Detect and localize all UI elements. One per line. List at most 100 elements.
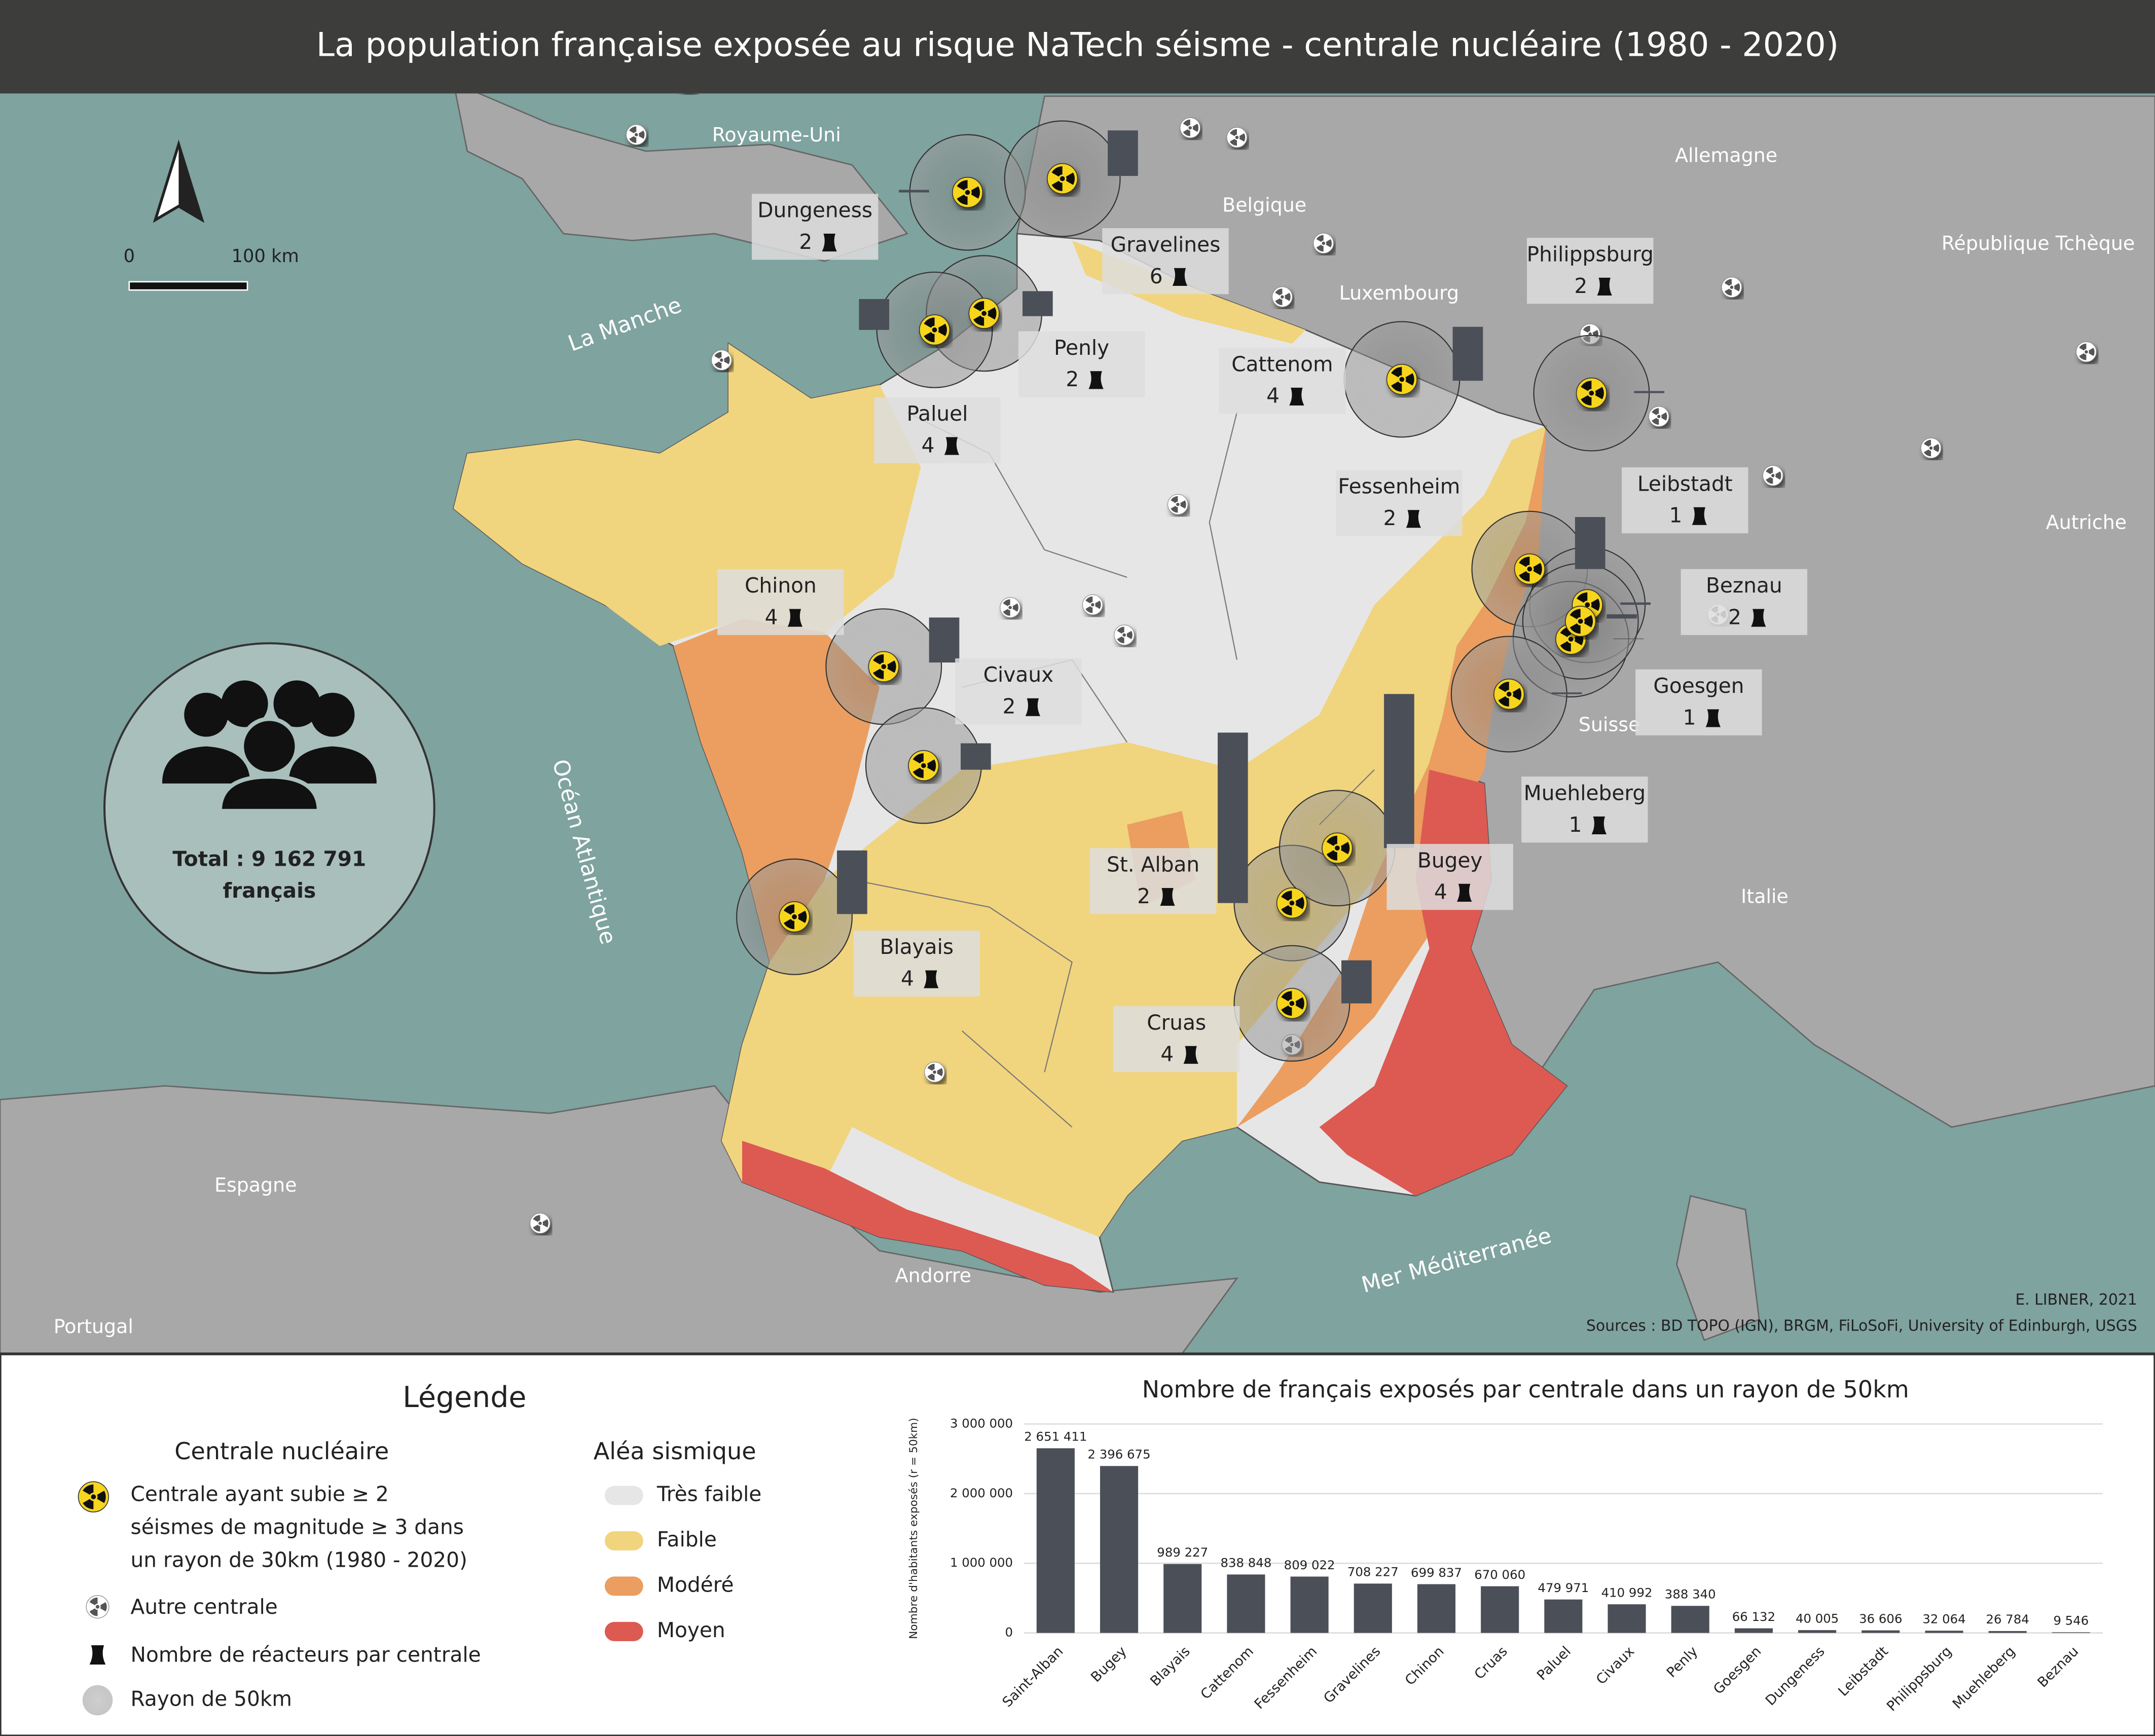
y-tick-label: 1 000 000 bbox=[950, 1555, 1013, 1570]
seismic-plant bbox=[1386, 363, 1418, 395]
bar bbox=[1481, 1586, 1519, 1633]
other-plant bbox=[1271, 286, 1293, 308]
seismic-plant bbox=[1493, 678, 1525, 710]
seismic-plant bbox=[868, 651, 900, 683]
plant-reactors: 4 bbox=[922, 433, 935, 457]
other-plant bbox=[924, 1061, 945, 1083]
people-icon bbox=[162, 680, 377, 814]
plant-name: Paluel bbox=[906, 401, 968, 426]
total-label: Total : 9 162 791 bbox=[172, 847, 366, 871]
map-bar bbox=[1218, 732, 1248, 903]
legend-hazard-swatch bbox=[604, 1486, 643, 1505]
other-plant bbox=[1762, 465, 1784, 487]
title-bar bbox=[0, 0, 2155, 94]
legend-hazard-title: Aléa sismique bbox=[594, 1437, 756, 1465]
legend-item: Autre centrale bbox=[131, 1595, 278, 1619]
value-label: 26 784 bbox=[1986, 1612, 2029, 1627]
credit: E. LIBNER, 2021 bbox=[2015, 1291, 2137, 1309]
value-label: 9 546 bbox=[2053, 1613, 2089, 1628]
seismic-plant bbox=[1514, 553, 1546, 585]
other-plant bbox=[1082, 594, 1104, 615]
map-bar bbox=[929, 617, 960, 663]
country-label: Allemagne bbox=[1675, 144, 1777, 167]
plant-label-box bbox=[1102, 228, 1229, 294]
value-label: 36 606 bbox=[1859, 1611, 1902, 1626]
title: La population française exposée au risqu… bbox=[316, 26, 1839, 64]
country-label: République Tchèque bbox=[1942, 232, 2135, 254]
bar bbox=[1925, 1631, 1963, 1633]
plant-label-box bbox=[1089, 848, 1217, 914]
plant-label-box bbox=[1018, 331, 1145, 397]
plant-reactors: 2 bbox=[1137, 884, 1150, 908]
value-label: 32 064 bbox=[1922, 1612, 1965, 1627]
plant-name: St. Alban bbox=[1107, 852, 1199, 876]
y-tick-label: 2 000 000 bbox=[950, 1486, 1013, 1500]
plant-label-box bbox=[1386, 844, 1513, 910]
map-bar bbox=[899, 190, 929, 193]
plant-label-box bbox=[1336, 470, 1463, 536]
bar bbox=[1988, 1631, 2027, 1633]
plant-name: Philippsburg bbox=[1527, 242, 1654, 266]
country-label: Luxembourg bbox=[1339, 282, 1459, 304]
map-bar bbox=[1384, 694, 1414, 848]
map-bar bbox=[961, 743, 991, 770]
country-label: Italie bbox=[1741, 885, 1788, 907]
plant-label-box bbox=[1527, 238, 1654, 304]
legend-hazard-label: Modéré bbox=[657, 1572, 734, 1597]
total-unit: français bbox=[223, 878, 316, 903]
seismic-plant bbox=[1046, 163, 1078, 195]
country-label: Suisse bbox=[1579, 713, 1640, 735]
plant-reactors: 2 bbox=[1003, 694, 1016, 719]
country-label: Royaume-Uni bbox=[712, 124, 841, 146]
y-axis-label: Nombre d'habitants exposés (r = 50km) bbox=[907, 1418, 920, 1639]
bar bbox=[1608, 1604, 1646, 1633]
bar bbox=[1417, 1584, 1456, 1633]
plant-label-box bbox=[751, 194, 879, 260]
legend-panel bbox=[0, 1352, 2155, 1736]
other-plant bbox=[626, 124, 647, 145]
country-label: Andorre bbox=[895, 1265, 971, 1287]
legend-hazard-label: Très faible bbox=[656, 1482, 761, 1506]
seismic-plant bbox=[907, 750, 940, 782]
seismic-plant bbox=[968, 298, 1000, 329]
other-plant bbox=[2075, 341, 2097, 363]
legend-radius-icon bbox=[82, 1685, 113, 1716]
plant-label-box bbox=[1635, 669, 1762, 735]
value-label: 40 005 bbox=[1796, 1611, 1839, 1626]
legend-seismic-icon bbox=[78, 1481, 109, 1513]
bar bbox=[1036, 1448, 1075, 1633]
plant-reactors: 1 bbox=[1669, 503, 1683, 528]
value-label: 410 992 bbox=[1601, 1585, 1653, 1600]
value-label: 388 340 bbox=[1665, 1587, 1716, 1602]
value-label: 838 848 bbox=[1220, 1556, 1271, 1570]
value-label: 708 227 bbox=[1347, 1565, 1399, 1579]
value-label: 699 837 bbox=[1411, 1565, 1462, 1580]
legend-other-icon bbox=[86, 1595, 109, 1619]
seismic-plant bbox=[919, 314, 951, 346]
plant-reactors: 4 bbox=[1434, 880, 1447, 904]
bar bbox=[1227, 1574, 1265, 1633]
scale-end: 100 km bbox=[232, 246, 299, 267]
legend-hazard-swatch bbox=[604, 1531, 643, 1550]
country-label: Autriche bbox=[2046, 511, 2127, 534]
other-plant bbox=[1226, 127, 1248, 148]
plant-name: Cattenom bbox=[1231, 352, 1333, 376]
legend-item: Centrale ayant subie ≥ 2 bbox=[131, 1482, 389, 1506]
seismic-plant bbox=[778, 901, 811, 933]
map-bar bbox=[837, 850, 867, 914]
value-label: 479 971 bbox=[1538, 1580, 1589, 1595]
legend-title: Légende bbox=[403, 1381, 526, 1414]
plant-reactors: 2 bbox=[799, 230, 812, 254]
y-tick-label: 0 bbox=[1005, 1625, 1013, 1640]
other-plant bbox=[1180, 117, 1201, 138]
bar bbox=[1354, 1583, 1392, 1633]
value-label: 809 022 bbox=[1284, 1558, 1335, 1572]
map-bar bbox=[1575, 517, 1605, 569]
seismic-plant bbox=[952, 176, 983, 208]
plant-name: Bugey bbox=[1417, 848, 1483, 872]
seismic-plant bbox=[1276, 987, 1308, 1019]
bar bbox=[1861, 1630, 1900, 1633]
plant-label-box bbox=[717, 569, 844, 635]
